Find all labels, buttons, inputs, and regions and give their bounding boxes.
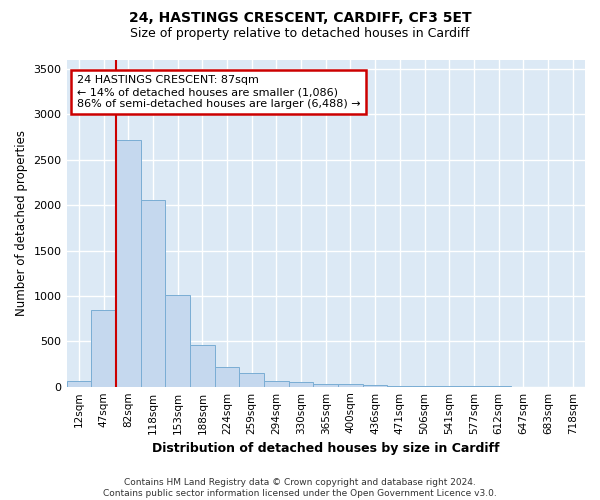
Bar [116, 140, 140, 386]
Bar [264, 381, 289, 386]
Bar [165, 295, 190, 386]
Bar [363, 385, 388, 386]
Bar [215, 366, 239, 386]
Text: Size of property relative to detached houses in Cardiff: Size of property relative to detached ho… [130, 28, 470, 40]
Text: 24, HASTINGS CRESCENT, CARDIFF, CF3 5ET: 24, HASTINGS CRESCENT, CARDIFF, CF3 5ET [128, 11, 472, 25]
Bar [91, 310, 116, 386]
Text: Contains HM Land Registry data © Crown copyright and database right 2024.
Contai: Contains HM Land Registry data © Crown c… [103, 478, 497, 498]
Bar [289, 382, 313, 386]
Bar [313, 384, 338, 386]
Text: 24 HASTINGS CRESCENT: 87sqm
← 14% of detached houses are smaller (1,086)
86% of : 24 HASTINGS CRESCENT: 87sqm ← 14% of det… [77, 76, 361, 108]
X-axis label: Distribution of detached houses by size in Cardiff: Distribution of detached houses by size … [152, 442, 500, 455]
Bar [140, 200, 165, 386]
Y-axis label: Number of detached properties: Number of detached properties [15, 130, 28, 316]
Bar [338, 384, 363, 386]
Bar [190, 345, 215, 387]
Bar [67, 381, 91, 386]
Bar [239, 373, 264, 386]
